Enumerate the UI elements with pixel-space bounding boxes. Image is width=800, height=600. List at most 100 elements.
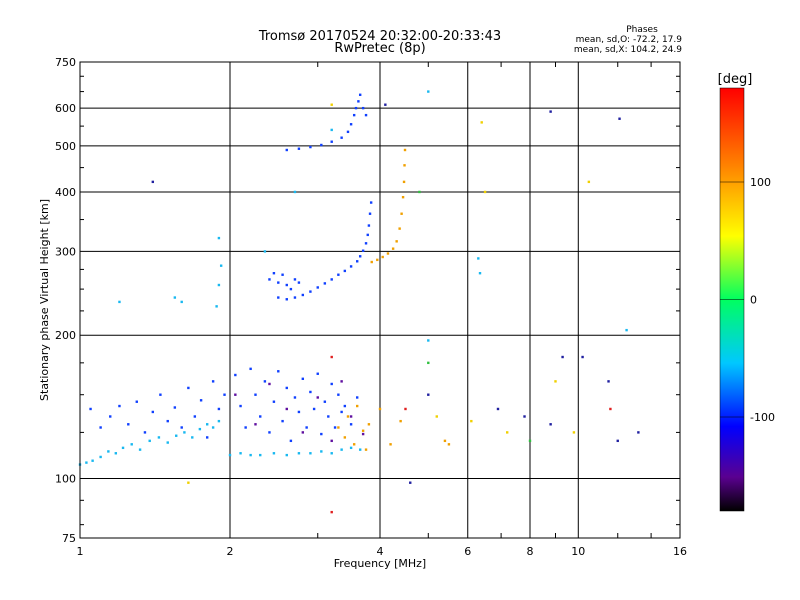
data-point: [427, 361, 430, 365]
data-point: [395, 240, 398, 243]
data-point: [357, 100, 360, 103]
data-point: [349, 415, 353, 418]
data-point: [285, 298, 288, 301]
y-tick-label: 75: [62, 532, 76, 545]
data-point: [249, 453, 252, 457]
data-point: [297, 147, 301, 150]
chart-subtitle: RwPretec (8p): [334, 41, 425, 56]
data-point: [355, 396, 359, 399]
x-tick-label: 6: [464, 545, 471, 558]
y-tick-label: 750: [55, 56, 76, 69]
data-point: [327, 415, 330, 418]
data-point: [309, 452, 312, 455]
data-point: [337, 393, 340, 396]
data-point: [215, 305, 218, 308]
data-point: [391, 247, 395, 250]
points: [78, 90, 640, 514]
data-point: [366, 233, 369, 237]
axis-ticks: 1 2 4 6 8 10 16 75 100 200 300 400 500 600 750: [55, 56, 687, 558]
y-tick-label: 100: [55, 473, 76, 486]
data-point: [447, 443, 451, 446]
data-point: [268, 431, 271, 434]
data-point: [180, 426, 183, 429]
data-point: [148, 439, 151, 443]
data-point: [370, 260, 373, 264]
data-point: [293, 396, 297, 399]
stats-heading: Phases: [626, 25, 658, 35]
data-point: [289, 287, 293, 291]
data-point: [239, 404, 242, 408]
data-point: [118, 300, 121, 304]
data-point: [217, 283, 221, 287]
data-point: [364, 448, 368, 451]
data-point: [358, 93, 362, 96]
data-point: [289, 439, 293, 443]
data-point: [293, 190, 297, 194]
data-point: [349, 446, 353, 450]
x-tick-label: 2: [227, 545, 234, 558]
data-point: [528, 439, 532, 443]
data-point: [330, 103, 333, 106]
data-point: [285, 453, 288, 457]
data-point: [418, 190, 421, 194]
data-point: [89, 407, 92, 411]
data-point: [159, 393, 162, 396]
data-point: [337, 426, 340, 429]
data-point: [354, 106, 358, 110]
data-point: [130, 443, 133, 446]
data-point: [285, 386, 288, 390]
data-point: [151, 410, 155, 414]
data-point: [607, 380, 610, 383]
data-point: [549, 423, 552, 426]
data-point: [384, 103, 387, 106]
data-point: [346, 130, 350, 134]
data-point: [316, 286, 319, 289]
data-point: [263, 250, 267, 253]
stats-line-o: mean, sd,O: -72.2, 17.9: [576, 35, 683, 45]
data-point: [323, 400, 327, 403]
data-point: [277, 370, 280, 373]
data-point: [330, 510, 333, 514]
data-point: [398, 227, 401, 230]
data-point: [272, 400, 276, 403]
data-point: [309, 390, 312, 394]
data-point: [277, 296, 280, 299]
data-point: [554, 380, 557, 383]
y-tick-label: 400: [55, 186, 76, 199]
data-point: [399, 419, 402, 423]
data-point: [330, 452, 333, 455]
chart-title: Tromsø 20170524 20:32:00-20:33:43: [258, 29, 501, 44]
data-point: [309, 145, 312, 149]
data-point: [330, 140, 333, 143]
data-point: [127, 423, 130, 426]
data-point: [361, 432, 365, 436]
colorbar-tick-label: -100: [750, 411, 775, 424]
data-point: [217, 236, 221, 240]
data-point: [297, 410, 301, 414]
data-point: [496, 407, 500, 411]
data-point: [616, 439, 619, 443]
data-point: [340, 136, 343, 139]
data-point: [443, 439, 447, 443]
data-point: [337, 273, 340, 276]
data-point: [228, 453, 232, 457]
colorbar-label: [deg]: [718, 72, 753, 87]
data-point: [389, 443, 392, 446]
data-point: [352, 113, 356, 117]
data-point: [523, 415, 526, 418]
data-point: [355, 260, 359, 263]
data-point: [330, 278, 333, 281]
data-point: [135, 400, 138, 403]
data-point: [234, 393, 237, 396]
data-point: [352, 443, 356, 446]
data-point: [346, 415, 350, 418]
data-point: [618, 117, 621, 120]
x-axis-label: Frequency [MHz]: [334, 557, 426, 570]
data-point: [191, 436, 194, 439]
data-point: [91, 459, 94, 462]
data-point: [330, 128, 333, 132]
data-point: [259, 453, 262, 457]
data-point: [572, 431, 576, 434]
x-tick-label: 10: [571, 545, 585, 558]
